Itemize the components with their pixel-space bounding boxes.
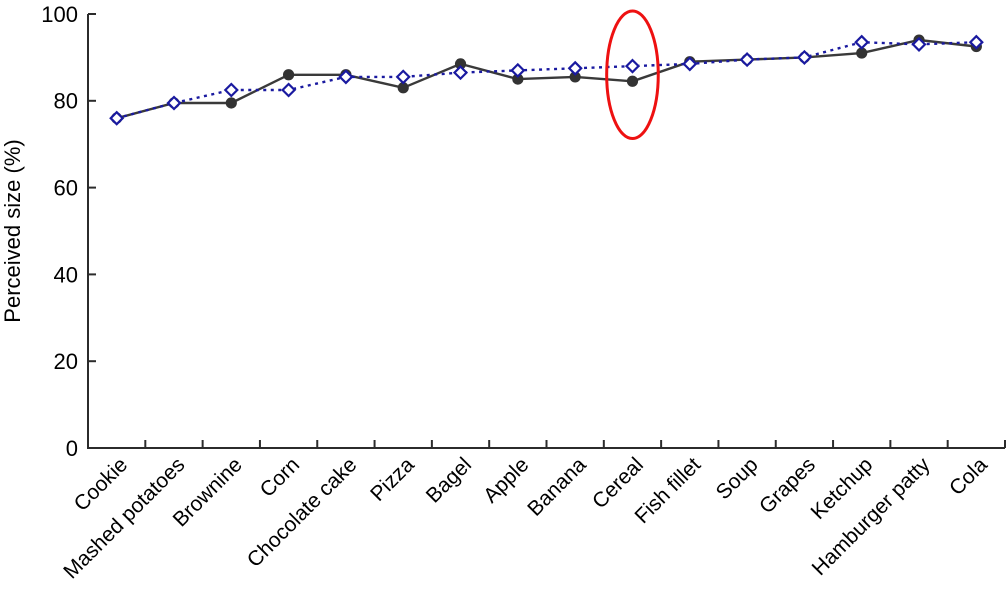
y-tick-label: 80 — [54, 89, 78, 114]
data-point-diamond — [395, 69, 411, 85]
series-line-solid — [116, 38, 977, 120]
data-point-diamond — [624, 58, 641, 74]
y-tick-label: 60 — [54, 176, 78, 201]
data-point-diamond — [854, 34, 870, 50]
data-point-diamond — [911, 36, 927, 52]
data-point-circle — [856, 47, 868, 59]
y-axis-label: Perceived size (%) — [0, 139, 25, 322]
y-tick-label: 100 — [41, 2, 78, 27]
data-point-diamond — [510, 62, 526, 78]
data-point-diamond — [338, 69, 354, 85]
data-point-diamond — [281, 82, 297, 98]
data-point-diamond — [452, 65, 469, 81]
data-point-circle — [512, 73, 524, 85]
data-point-diamond — [166, 95, 182, 111]
data-point-circle — [397, 82, 409, 94]
series-dotted-open-diamonds — [109, 34, 984, 126]
data-point-circle — [454, 58, 467, 70]
data-point-circle — [282, 69, 295, 81]
data-point-diamond — [567, 60, 583, 76]
data-point-diamond — [739, 52, 755, 68]
data-point-diamond — [968, 34, 984, 50]
y-tick-label: 0 — [66, 436, 78, 461]
series-line-dotted — [116, 40, 977, 120]
y-tick-label: 20 — [54, 349, 78, 374]
data-point-diamond — [223, 82, 239, 98]
data-point-circle — [626, 75, 639, 87]
y-tick-label: 40 — [54, 262, 78, 287]
data-point-circle — [225, 97, 237, 109]
data-point-diamond — [109, 110, 125, 126]
data-point-diamond — [796, 49, 812, 65]
data-point-diamond — [682, 56, 698, 72]
highlight-ellipse-annotation — [605, 9, 660, 141]
data-point-circle — [569, 71, 581, 83]
